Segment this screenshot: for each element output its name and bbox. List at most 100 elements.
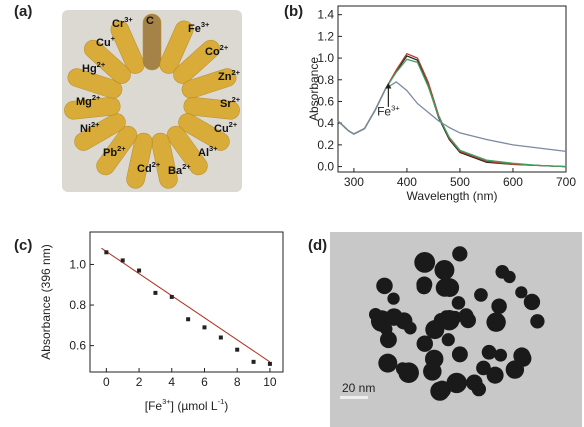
nanoparticle	[481, 344, 497, 360]
nanoparticle	[495, 265, 510, 279]
ion-label: Cr3+	[112, 15, 133, 30]
nanoparticle	[530, 314, 545, 329]
x-axis-title-part: ] (µmol L	[171, 399, 218, 413]
x-axis-title-part: 3+	[162, 397, 171, 406]
ion-charge: 2+	[229, 120, 238, 129]
x-tick-label: 8	[234, 375, 241, 389]
nanoparticle	[414, 251, 436, 273]
ion-label: Ni2+	[80, 120, 100, 135]
vial	[64, 96, 121, 120]
plot-frame	[337, 5, 567, 173]
annotation-part: Fe	[377, 105, 391, 119]
panel-label: (d)	[308, 237, 327, 254]
nanoparticle	[416, 335, 433, 352]
x-axis-title-part: -1	[218, 397, 225, 406]
ion-name: Ba	[168, 165, 183, 177]
annotation-part: 3+	[391, 104, 400, 113]
vial	[74, 113, 126, 151]
scale-bar-label: 20 nm	[342, 381, 375, 395]
ion-charge: 2+	[92, 93, 101, 102]
ion-name: Co	[205, 46, 220, 58]
ion-charge: 2+	[232, 95, 241, 104]
ion-charge: 2+	[91, 120, 100, 129]
vial	[159, 20, 194, 74]
tem-image: 20 nm	[330, 232, 582, 427]
nanoparticle	[435, 278, 454, 297]
annotation: Fe3+	[377, 104, 400, 119]
spectrum-line	[337, 52, 567, 168]
y-tick-label: 0.2	[317, 138, 334, 152]
ion-label: C	[146, 15, 154, 27]
data-point	[235, 347, 240, 352]
data-point	[137, 268, 142, 273]
x-tick-label: 700	[556, 175, 576, 189]
ion-charge: 3+	[124, 15, 133, 24]
nanoparticle	[434, 260, 455, 280]
nanoparticle	[451, 346, 468, 363]
spectrum-line	[337, 81, 567, 153]
x-tick-label: 2	[136, 375, 143, 389]
ion-label: Hg2+	[82, 60, 106, 75]
spectrum-line	[337, 58, 567, 168]
ion-label: Cd2+	[137, 160, 161, 175]
vial	[151, 132, 178, 189]
ion-charge: 2+	[117, 144, 126, 153]
ion-label: Cu+	[96, 34, 116, 49]
spectrum-line	[337, 55, 567, 168]
ion-name: Sr	[220, 98, 232, 110]
annotation-arrowhead	[385, 83, 392, 89]
ion-name: Cu	[214, 123, 229, 135]
vial	[110, 20, 145, 74]
vial	[183, 96, 240, 120]
x-tick-label: 400	[397, 175, 417, 189]
ion-name: Pb	[103, 147, 117, 159]
panel-label: (b)	[284, 3, 303, 20]
nanoparticle	[425, 320, 445, 340]
x-axis-title-part: [Fe	[145, 399, 163, 413]
ion-label: Ba2+	[168, 162, 191, 177]
nanoparticle	[378, 353, 398, 373]
ion-name: Mg	[76, 96, 92, 108]
y-tick-label: 1.2	[317, 29, 334, 43]
ion-charge: 2+	[220, 43, 229, 52]
data-point	[202, 325, 207, 330]
x-tick-label: 0	[103, 375, 110, 389]
nanoparticle	[451, 296, 466, 310]
vial	[67, 68, 123, 99]
nanoparticle	[398, 362, 419, 383]
tem-background	[330, 232, 582, 427]
data-point	[218, 335, 223, 340]
data-point	[267, 361, 272, 366]
vial	[96, 125, 138, 176]
nanoparticle	[494, 348, 508, 362]
nanoparticle	[452, 246, 468, 262]
y-axis-title: Absorbance (396 nm)	[39, 244, 53, 359]
x-axis-title: [Fe3+] (µmol L-1)	[145, 397, 229, 413]
panel-label: (a)	[14, 3, 32, 20]
nanoparticle	[523, 293, 541, 311]
ion-charge: 2+	[231, 68, 240, 77]
ion-label: Al3+	[198, 144, 218, 159]
fit-line	[101, 247, 271, 363]
nanoparticle	[514, 350, 532, 367]
vial	[181, 68, 237, 99]
ion-label: Mg2+	[76, 93, 101, 108]
nanoparticle	[379, 322, 393, 336]
nanoparticle	[448, 310, 462, 325]
nanoparticle	[379, 331, 397, 349]
data-point	[104, 250, 109, 255]
vial	[178, 113, 230, 151]
ion-label: Cu2+	[214, 120, 238, 135]
ion-charge: 2+	[97, 60, 106, 69]
ion-name: Ni	[80, 123, 91, 135]
nanoparticle	[474, 288, 488, 302]
y-tick-label: 0.4	[317, 116, 334, 130]
x-tick-label: 6	[201, 375, 208, 389]
data-point	[169, 294, 174, 299]
nanoparticle	[460, 312, 476, 329]
y-tick-label: 1.0	[317, 51, 334, 65]
y-tick-label: 0.8	[317, 73, 334, 87]
ion-label: Fe3+	[188, 20, 210, 35]
nanoparticle	[515, 286, 528, 299]
